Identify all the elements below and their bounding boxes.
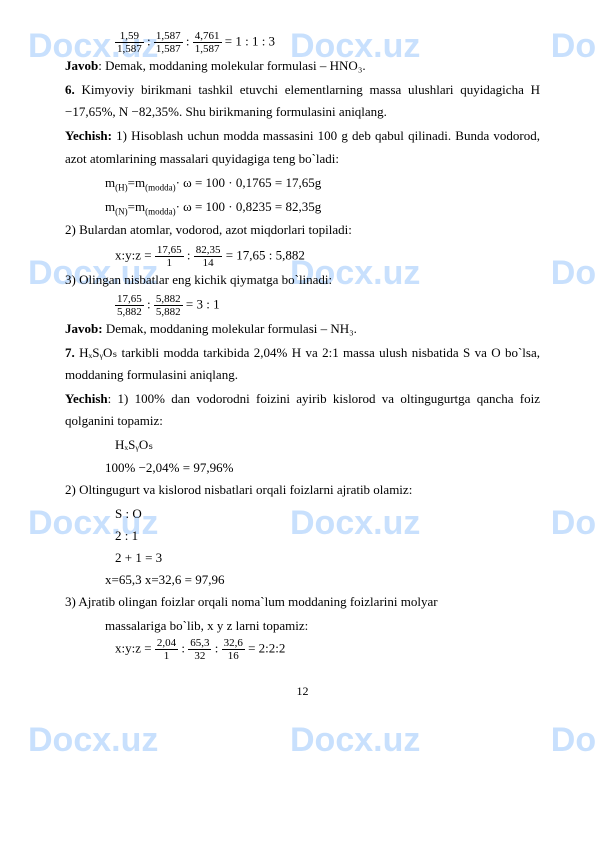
ratio-21: 2 : 1 xyxy=(65,525,540,547)
label-bold: Yechish xyxy=(65,391,108,406)
denominator: 1,587 xyxy=(154,43,183,55)
watermark: Doc xyxy=(551,495,595,553)
text: Kimyoviy birikmani tashkil etuvchi eleme… xyxy=(65,82,540,119)
numerator: 1,59 xyxy=(115,30,144,43)
numerator: 82,35 xyxy=(194,244,223,257)
text: : Demak, moddaning molekular formulasi –… xyxy=(98,58,365,73)
subscript: (modda) xyxy=(145,206,176,216)
text: = 17,65 : 5,882 xyxy=(226,247,305,262)
step-3: 3) Olingan nisbatlar eng kichik qiymatga… xyxy=(65,269,540,291)
page-number: 12 xyxy=(65,681,540,701)
numerator: 2,04 xyxy=(155,637,178,650)
label-bold: Javob xyxy=(65,58,98,73)
fraction: 32,6 16 xyxy=(222,637,245,662)
result-text: = 1 : 1 : 3 xyxy=(225,34,275,49)
equation-ratio: 17,65 5,882 : 5,882 5,882 = 3 : 1 xyxy=(65,293,540,318)
text: = 3 : 1 xyxy=(186,296,220,311)
numerator: 17,65 xyxy=(115,293,144,306)
fraction: 1,59 1,587 xyxy=(115,30,144,55)
equation-mn: m(N)=m(modda)· ω = 100 · 0,8235 = 82,35g xyxy=(65,196,540,220)
label-bold: 6. xyxy=(65,82,75,97)
denominator: 14 xyxy=(194,257,223,269)
colon: : xyxy=(215,641,222,656)
numerator: 32,6 xyxy=(222,637,245,650)
fraction: 17,65 5,882 xyxy=(115,293,144,318)
ratio-so: S : O xyxy=(65,503,540,525)
fraction: 82,35 14 xyxy=(194,244,223,269)
step-3b: 3) Ajratib olingan foizlar orqali noma`l… xyxy=(65,591,540,613)
text: 1) Hisoblash uchun modda massasini 100 g… xyxy=(65,128,540,165)
subscript: (modda) xyxy=(145,182,176,192)
fraction: 17,65 1 xyxy=(155,244,184,269)
numerator: 17,65 xyxy=(155,244,184,257)
fraction: 5,882 5,882 xyxy=(154,293,183,318)
problem-7: 7. HₓSᵧOₛ tarkibli modda tarkibida 2,04%… xyxy=(65,342,540,386)
step-2b: 2) Oltingugurt va kislorod nisbatlari or… xyxy=(65,479,540,501)
watermark: Doc xyxy=(551,18,595,76)
colon: : xyxy=(186,34,193,49)
text: = 2:2:2 xyxy=(248,641,285,656)
step-3c: massalariga bo`lib, x y z larni topamiz: xyxy=(65,615,540,637)
watermark: Doc xyxy=(551,245,595,303)
fraction: 4,761 1,587 xyxy=(193,30,222,55)
label-bold: Javob: xyxy=(65,321,103,336)
numerator: 1,587 xyxy=(154,30,183,43)
numerator: 4,761 xyxy=(193,30,222,43)
text: : 1) 100% dan vodorodni foizini ayirib k… xyxy=(65,391,540,428)
solution-intro: Yechish: 1) Hisoblash uchun modda massas… xyxy=(65,125,540,169)
denominator: 1 xyxy=(155,650,178,662)
watermark: Doc xyxy=(551,712,595,770)
numerator: 65,3 xyxy=(188,637,211,650)
colon: : xyxy=(187,247,194,262)
denominator: 1 xyxy=(155,257,184,269)
text: HₓSᵧOₛ tarkibli modda tarkibida 2,04% H … xyxy=(65,345,540,382)
text: =m xyxy=(128,175,145,190)
answer-line: Javob: Demak, moddaning molekular formul… xyxy=(65,55,540,77)
denominator: 1,587 xyxy=(193,43,222,55)
text: · ω = 100 · 0,8235 = 82,35g xyxy=(176,199,322,214)
denominator: 32 xyxy=(188,650,211,662)
watermark: Docx.uz xyxy=(28,712,158,770)
text: x:y:z = xyxy=(115,641,155,656)
equation-xyz2: x:y:z = 2,04 1 : 65,3 32 : 32,6 16 = 2:2… xyxy=(65,637,540,662)
page-content: 1,59 1,587 : 1,587 1,587 : 4,761 1,587 =… xyxy=(65,30,540,701)
denominator: 5,882 xyxy=(154,306,183,318)
denominator: 1,587 xyxy=(115,43,144,55)
numerator: 5,882 xyxy=(154,293,183,306)
step-2: 2) Bulardan atomlar, vodorod, azot miqdo… xyxy=(65,219,540,241)
equation-xyz: x:y:z = 17,65 1 : 82,35 14 = 17,65 : 5,8… xyxy=(65,244,540,269)
text: Demak, moddaning molekular formulasi – N… xyxy=(103,321,357,336)
problem-6: 6. Kimyoviy birikmani tashkil etuvchi el… xyxy=(65,79,540,123)
percent-line: 100% −2,04% = 97,96% xyxy=(65,457,540,479)
var: m xyxy=(105,199,115,214)
fraction: 1,587 1,587 xyxy=(154,30,183,55)
fraction: 2,04 1 xyxy=(155,637,178,662)
watermark: Docx.uz xyxy=(290,712,420,770)
colon: : xyxy=(147,296,154,311)
text: =m xyxy=(128,199,145,214)
subscript: (N) xyxy=(115,206,128,216)
formula-text: HₓSᵧOₛ xyxy=(65,434,540,456)
ratio-213: 2 + 1 = 3 xyxy=(65,547,540,569)
subscript: (H) xyxy=(115,182,128,192)
label-bold: Yechish: xyxy=(65,128,112,143)
label-bold: 7. xyxy=(65,345,75,360)
text: x:y:z = xyxy=(115,247,155,262)
colon: : xyxy=(181,641,188,656)
answer-2: Javob: Demak, moddaning molekular formul… xyxy=(65,318,540,340)
fraction: 65,3 32 xyxy=(188,637,211,662)
denominator: 5,882 xyxy=(115,306,144,318)
var: m xyxy=(105,175,115,190)
x-equation: x=65,3 x=32,6 = 97,96 xyxy=(65,569,540,591)
equation-mh: m(H)=m(modda)· ω = 100 · 0,1765 = 17,65g xyxy=(65,172,540,196)
text: · ω = 100 · 0,1765 = 17,65g xyxy=(176,175,322,190)
solution-7: Yechish: 1) 100% dan vodorodni foizini a… xyxy=(65,388,540,432)
colon: : xyxy=(147,34,154,49)
equation-line: 1,59 1,587 : 1,587 1,587 : 4,761 1,587 =… xyxy=(65,30,540,55)
denominator: 16 xyxy=(222,650,245,662)
